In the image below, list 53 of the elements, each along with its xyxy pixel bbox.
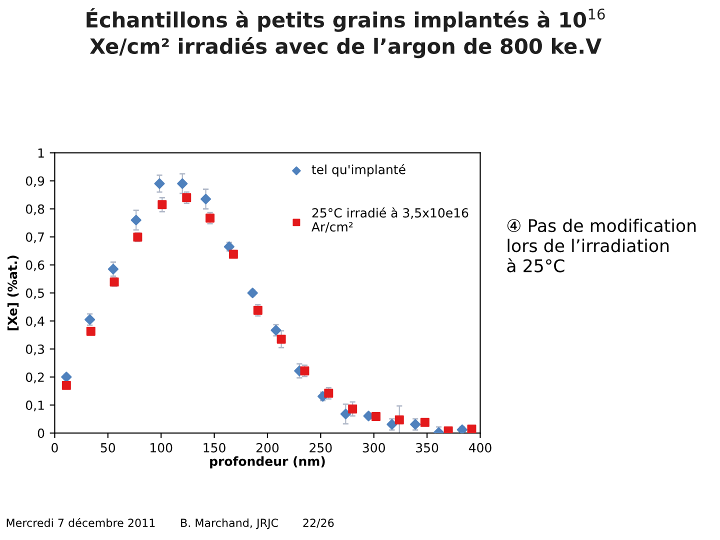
point bbox=[86, 326, 96, 336]
chart-title: Échantillons à petits grains implantés à 10$^{16}$ Xe/cm² irradiés avec de l’argon de 800 ke.V bbox=[86, 8, 605, 58]
point bbox=[348, 404, 358, 414]
x-tick-label: 350 bbox=[416, 443, 438, 452]
point bbox=[177, 178, 188, 189]
y-tick-label: 0,4 bbox=[26, 316, 44, 328]
text: 22/26 bbox=[303, 518, 334, 528]
point bbox=[206, 214, 215, 223]
y-tick-label: 0,8 bbox=[26, 204, 44, 216]
text: ④ Pas de modification lors de l’irradiation à 25°C bbox=[507, 218, 696, 272]
text: Mercredi 7 décembre 2011 bbox=[6, 518, 155, 528]
y-tick-label: 0,7 bbox=[26, 232, 44, 244]
x-tick-label: 0 bbox=[52, 443, 58, 452]
legend-label: 25°C irradié à 3,5x10e16 Ar/cm² bbox=[312, 207, 468, 233]
point bbox=[228, 250, 238, 259]
x-tick-label: 150 bbox=[204, 443, 226, 452]
point bbox=[410, 419, 421, 430]
y-tick-label: 0,9 bbox=[26, 176, 44, 188]
point bbox=[340, 408, 351, 420]
x-axis-title: profondeur (nm) bbox=[210, 456, 325, 468]
point bbox=[276, 334, 286, 344]
point bbox=[371, 412, 380, 422]
y-tick-label: 0,3 bbox=[26, 344, 44, 356]
point bbox=[108, 264, 119, 274]
y-tick-label: 0 bbox=[38, 428, 44, 438]
x-tick-label: 250 bbox=[310, 443, 332, 452]
y-tick-label: 0,5 bbox=[26, 288, 44, 300]
point bbox=[324, 388, 334, 398]
point bbox=[158, 200, 167, 210]
x-tick-label: 200 bbox=[256, 443, 279, 452]
point bbox=[386, 419, 398, 430]
point bbox=[253, 306, 262, 315]
point bbox=[467, 424, 476, 434]
y-tick-label: 0,1 bbox=[26, 400, 44, 412]
x-tick-label: 300 bbox=[362, 443, 385, 452]
x-tick-label: 50 bbox=[100, 443, 116, 452]
point bbox=[394, 415, 404, 424]
x-tick-label: 400 bbox=[468, 443, 492, 452]
text: B. Marchand, JRJC bbox=[181, 518, 278, 530]
point bbox=[154, 178, 165, 189]
point bbox=[300, 366, 310, 376]
point bbox=[420, 418, 430, 427]
point bbox=[200, 194, 212, 204]
point bbox=[444, 426, 453, 434]
legend-label: tel qu'implanté bbox=[312, 164, 406, 177]
point bbox=[62, 380, 71, 390]
y-axis-title: [Xe] (%at.) bbox=[7, 256, 19, 330]
x-tick-label: 100 bbox=[150, 443, 172, 452]
y-tick-label: 0,6 bbox=[26, 260, 44, 272]
point bbox=[130, 214, 142, 226]
y-tick-label: 1 bbox=[38, 148, 44, 158]
y-tick-label: 0,2 bbox=[26, 372, 44, 384]
point bbox=[456, 424, 468, 434]
